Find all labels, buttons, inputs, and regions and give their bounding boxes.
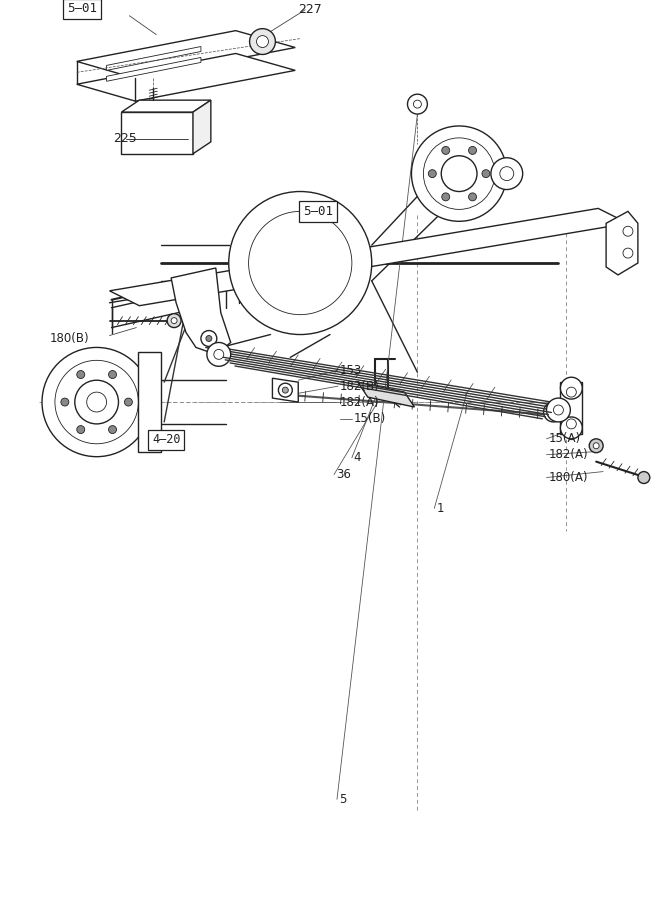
Circle shape — [210, 348, 221, 360]
Text: 1: 1 — [436, 502, 444, 515]
Circle shape — [408, 94, 428, 114]
Polygon shape — [109, 209, 628, 306]
Circle shape — [282, 387, 288, 393]
Circle shape — [593, 443, 599, 449]
Text: 5–01: 5–01 — [303, 205, 333, 218]
Text: 15(B): 15(B) — [354, 412, 386, 426]
Circle shape — [61, 398, 69, 406]
Polygon shape — [77, 31, 295, 78]
Circle shape — [278, 383, 292, 397]
Circle shape — [638, 472, 650, 483]
Circle shape — [560, 417, 582, 439]
Circle shape — [623, 226, 633, 236]
Polygon shape — [121, 100, 211, 112]
Circle shape — [171, 318, 177, 324]
Circle shape — [468, 193, 476, 201]
Circle shape — [560, 377, 582, 399]
Circle shape — [87, 392, 107, 412]
Text: 227: 227 — [298, 4, 322, 16]
Bar — [121, 112, 193, 154]
Circle shape — [249, 212, 352, 315]
Circle shape — [500, 166, 514, 181]
Circle shape — [77, 371, 85, 379]
Circle shape — [424, 138, 495, 210]
Polygon shape — [358, 382, 414, 407]
Text: 36: 36 — [336, 468, 351, 482]
Text: 225: 225 — [113, 132, 137, 146]
Circle shape — [75, 380, 119, 424]
Polygon shape — [606, 212, 638, 274]
Circle shape — [468, 147, 476, 155]
Circle shape — [109, 371, 117, 379]
Circle shape — [566, 387, 576, 397]
Circle shape — [214, 349, 223, 359]
Circle shape — [55, 360, 138, 444]
Circle shape — [167, 314, 181, 328]
Polygon shape — [171, 268, 231, 355]
Polygon shape — [138, 353, 161, 452]
Polygon shape — [193, 100, 211, 154]
Circle shape — [550, 408, 558, 416]
Circle shape — [546, 398, 570, 422]
Text: 5–01: 5–01 — [67, 3, 97, 15]
Circle shape — [554, 405, 564, 415]
Polygon shape — [107, 47, 201, 70]
Circle shape — [442, 156, 477, 192]
Circle shape — [201, 330, 217, 346]
Text: 180(A): 180(A) — [548, 471, 588, 484]
Circle shape — [544, 402, 564, 422]
Circle shape — [414, 100, 422, 108]
Circle shape — [257, 36, 268, 48]
Circle shape — [229, 192, 372, 335]
Circle shape — [206, 336, 212, 341]
Text: 15(A): 15(A) — [548, 432, 581, 446]
Polygon shape — [272, 378, 298, 402]
Circle shape — [566, 418, 576, 429]
Polygon shape — [107, 58, 201, 81]
Circle shape — [623, 248, 633, 258]
Text: 153: 153 — [340, 364, 362, 377]
Circle shape — [125, 398, 132, 406]
Polygon shape — [77, 53, 295, 101]
Circle shape — [442, 147, 450, 155]
Circle shape — [442, 193, 450, 201]
Text: 180(B): 180(B) — [50, 332, 89, 345]
Text: 4–20: 4–20 — [152, 433, 180, 446]
Circle shape — [589, 439, 603, 453]
Circle shape — [491, 158, 523, 190]
Circle shape — [77, 426, 85, 434]
Circle shape — [412, 126, 507, 221]
Circle shape — [109, 426, 117, 434]
Circle shape — [482, 170, 490, 177]
Circle shape — [42, 347, 151, 456]
Text: 182(A): 182(A) — [548, 448, 588, 461]
Text: 182(A): 182(A) — [340, 396, 380, 409]
Text: 182(B): 182(B) — [340, 380, 380, 392]
Bar — [560, 382, 582, 434]
Circle shape — [428, 170, 436, 177]
Circle shape — [207, 343, 231, 366]
Text: 5: 5 — [339, 793, 346, 806]
Circle shape — [249, 29, 275, 55]
Text: 4: 4 — [354, 451, 362, 464]
